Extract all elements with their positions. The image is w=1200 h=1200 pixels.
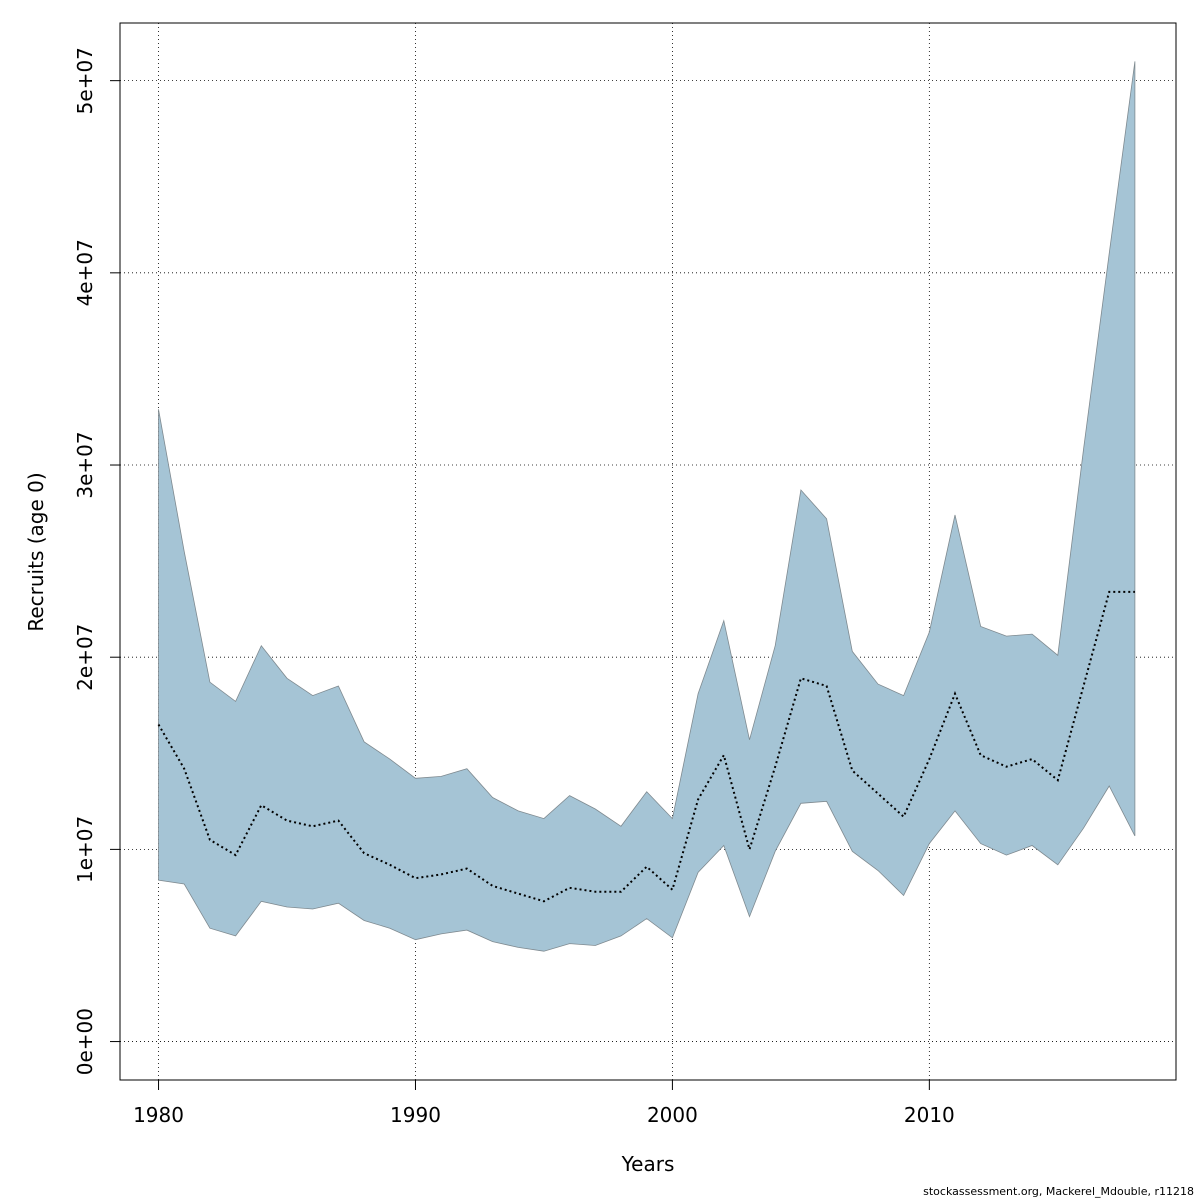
- x-tick-label: 2010: [904, 1103, 955, 1127]
- y-tick-label: 2e+07: [73, 624, 97, 691]
- y-tick-label: 4e+07: [73, 239, 97, 306]
- x-axis: 1980 1990 2000 2010: [133, 1080, 955, 1127]
- y-tick-label: 1e+07: [73, 816, 97, 883]
- footer-caption: stockassessment.org, Mackerel_Mdouble, r…: [923, 1185, 1194, 1198]
- confidence-band: [158, 61, 1136, 952]
- y-tick-label: 3e+07: [73, 431, 97, 498]
- x-axis-title: Years: [621, 1152, 675, 1176]
- x-tick-label: 1980: [133, 1103, 184, 1127]
- plot-frame: [119, 22, 1177, 1081]
- y-axis: 0e+00 1e+07 2e+07 3e+07 4e+07 5e+07: [73, 47, 120, 1075]
- grid-lines: [120, 23, 1176, 1080]
- y-tick-label: 5e+07: [73, 47, 97, 114]
- y-axis-title: Recruits (age 0): [24, 472, 48, 631]
- x-tick-label: 1990: [390, 1103, 441, 1127]
- x-tick-label: 2000: [647, 1103, 698, 1127]
- y-tick-label: 0e+00: [73, 1008, 97, 1075]
- recruits-estimate-line: [157, 590, 1135, 903]
